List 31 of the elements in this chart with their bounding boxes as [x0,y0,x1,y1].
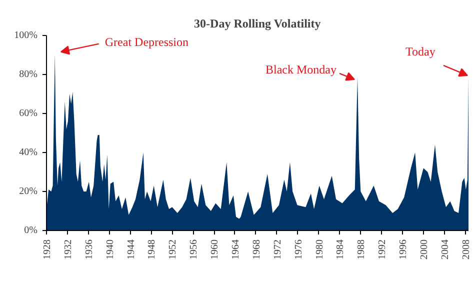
x-tick-label: 2004 [440,240,451,260]
x-tick-label: 1948 [146,240,158,260]
x-tick-label: 1944 [126,240,137,260]
y-tick-label: 80% [19,69,38,80]
x-tick-label: 2000 [418,240,430,260]
x-tick-label: 2008 [460,240,472,260]
x-tick-label: 1968 [251,240,262,260]
x-tick-label: 1936 [84,240,95,260]
y-tick-label: 60% [19,108,38,119]
x-tick-label: 1992 [377,240,388,260]
x-tick-label: 1952 [168,240,179,260]
x-tick-label: 1980 [314,240,326,260]
annotation: Black Monday [266,62,336,76]
x-tick-label: 1956 [188,240,200,260]
y-tick-label: 100% [14,30,38,41]
x-tick-label: 1960 [210,240,221,260]
annotation: Great Depression [104,34,189,49]
y-tick-label: 0% [24,225,38,236]
x-tick-label: 1932 [62,240,74,260]
chart-title: 30-Day Rolling Volatility [194,16,321,30]
x-tick-label: 1996 [398,240,410,260]
x-tick-label: 1972 [272,240,284,260]
x-tick-label: 1928 [42,240,53,260]
x-tick-label: 1976 [293,240,304,260]
x-tick-label: 1964 [230,240,242,260]
y-tick-label: 20% [19,186,38,197]
x-tick-label: 1988 [356,240,368,260]
annotation: Today [406,44,436,58]
x-tick-label: 1984 [335,240,346,260]
x-tick-label: 1940 [104,240,116,260]
y-tick-label: 40% [19,147,38,158]
